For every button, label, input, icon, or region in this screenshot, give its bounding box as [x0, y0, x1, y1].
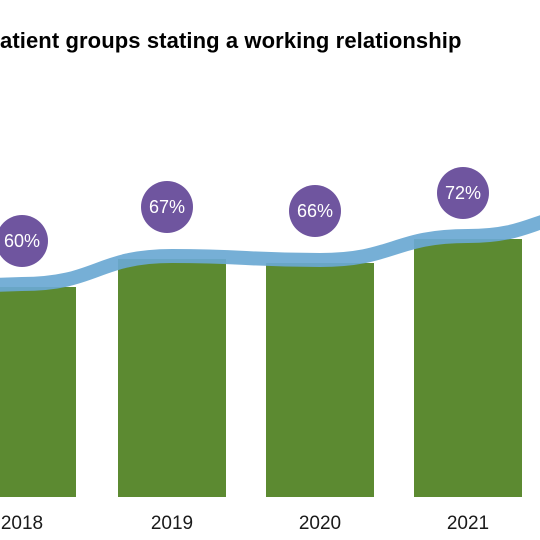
ticks-layer: 2018 2019 2020 2021 [1, 513, 489, 534]
data-label: 60% [4, 231, 40, 251]
chart-title: atient groups stating a working relation… [0, 28, 462, 53]
trend-layer [0, 215, 540, 292]
bar-2021 [414, 239, 522, 497]
data-label-bubble [437, 167, 489, 219]
data-label-bubble [0, 215, 48, 267]
x-tick-label: 2020 [299, 513, 341, 534]
bar-2018 [0, 287, 76, 497]
data-label-bubble [141, 181, 193, 233]
data-label: 67% [149, 197, 185, 217]
data-label: 72% [445, 183, 481, 203]
x-tick-label: 2021 [447, 513, 489, 534]
x-tick-label: 2019 [151, 513, 193, 534]
data-label: 66% [297, 201, 333, 221]
x-tick-label: 2018 [1, 513, 43, 534]
labels-layer: 60% 67% 66% 72% [0, 167, 489, 267]
trend-line [0, 215, 540, 292]
bars-layer [0, 239, 522, 497]
bar-2019 [118, 259, 226, 497]
bar-2020 [266, 263, 374, 497]
data-label-bubble [289, 185, 341, 237]
